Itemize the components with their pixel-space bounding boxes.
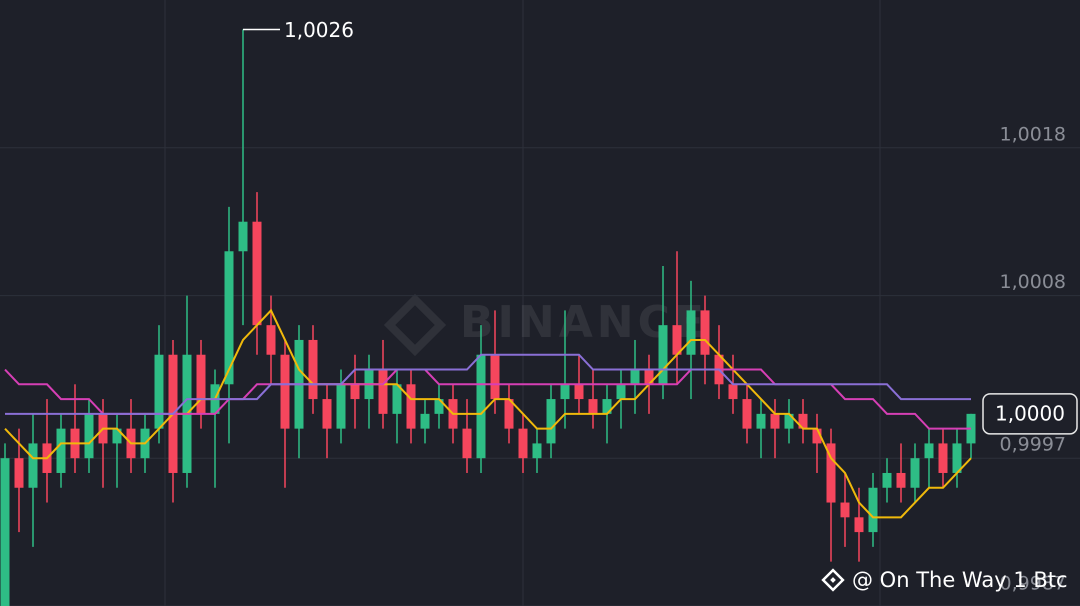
candle-body [812,428,822,444]
candle-body [112,428,122,444]
candle-body [546,399,556,444]
candle-body [952,443,962,473]
candle-body [14,458,24,488]
candle-body [938,443,948,473]
candle-body [308,339,318,400]
candle-body [196,354,206,414]
candle-body [882,472,892,488]
candle-body [350,384,360,400]
candle-body [392,384,402,414]
y-tick-label: 1,0008 [1000,271,1066,293]
candle-body [770,413,780,429]
candle-body [560,384,570,400]
candle-body [644,369,654,385]
y-tick-label: 1,0018 [1000,123,1066,145]
candle-body [798,413,808,429]
candle-body [616,384,626,400]
candle-body [378,369,388,414]
candle-body [840,502,850,518]
candle-body [420,413,430,429]
moving-average-line [4,308,972,519]
candle-body [518,428,528,459]
candle-body [924,443,934,459]
candle-body [588,399,598,414]
candle-body [434,399,444,414]
candle-body [784,413,794,429]
candle-body [700,310,710,355]
candle-body [686,310,696,355]
candle-body [728,384,738,400]
y-tick-label: 0,9997 [1000,434,1066,456]
candle-body [154,354,164,429]
candle-body [322,399,332,429]
candle-body [252,221,262,326]
candle-body [224,251,234,385]
candle-body [406,384,416,429]
credit-logo [821,568,845,592]
candle-body [854,517,864,533]
candle-body [602,399,612,414]
current-price-label: 1,0000 [995,401,1065,425]
candle-body [462,428,472,459]
current-price-box [982,393,1078,435]
watermark: BINANCE [460,297,708,348]
y-tick-label: 0,9987 [1000,573,1066,595]
candle-body [280,354,290,429]
candle-body [896,472,906,488]
candle-body [574,384,584,400]
candle-body [532,443,542,459]
candle-body [476,354,486,459]
credit: @ On The Way 1 Btc [852,568,1068,592]
candle-body [658,325,668,385]
candle-body [84,413,94,459]
candle-body [742,399,752,429]
candle-body [910,458,920,488]
candle-body [28,443,38,488]
candle-body [756,413,766,429]
candle-body [266,325,276,355]
candle-body [868,487,878,533]
moving-average-line [5,353,971,415]
candle-body [56,428,66,473]
watermark-logo [383,293,447,357]
candle-body [826,443,836,503]
candle-body [672,325,682,355]
candle-body [336,384,346,429]
candle-body [238,221,248,252]
candle-body [504,399,514,429]
candle-body [490,354,500,400]
annotation-label: 1,0026 [284,18,354,42]
candle-body [0,458,10,606]
candle-body [630,369,640,385]
